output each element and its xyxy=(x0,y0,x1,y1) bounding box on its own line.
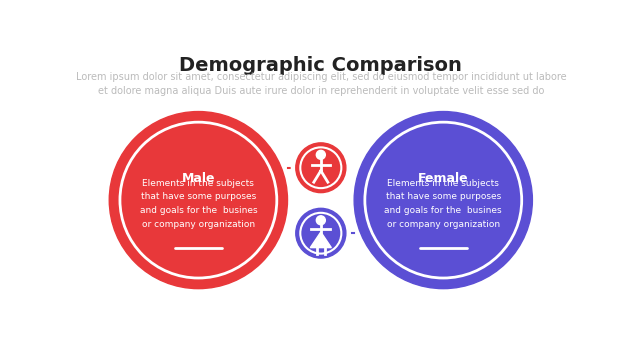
Text: Male: Male xyxy=(182,172,215,185)
Text: Lorem ipsum dolor sit amet, consectetur adipiscing elit, sed do eiusmod tempor i: Lorem ipsum dolor sit amet, consectetur … xyxy=(76,71,566,96)
Text: Demographic Comparison: Demographic Comparison xyxy=(180,56,462,75)
Circle shape xyxy=(316,216,326,225)
Circle shape xyxy=(296,208,346,258)
Circle shape xyxy=(296,143,346,193)
Circle shape xyxy=(291,138,351,197)
Circle shape xyxy=(291,204,351,263)
Circle shape xyxy=(110,112,287,289)
Circle shape xyxy=(316,150,326,159)
Circle shape xyxy=(354,112,532,289)
Text: Elements in the subjects
that have some purposes
and goals for the  busines
or c: Elements in the subjects that have some … xyxy=(140,178,257,229)
Text: Female: Female xyxy=(418,172,469,185)
Text: Elements in the subjects
that have some purposes
and goals for the  busines
or c: Elements in the subjects that have some … xyxy=(384,178,502,229)
Polygon shape xyxy=(310,232,331,247)
